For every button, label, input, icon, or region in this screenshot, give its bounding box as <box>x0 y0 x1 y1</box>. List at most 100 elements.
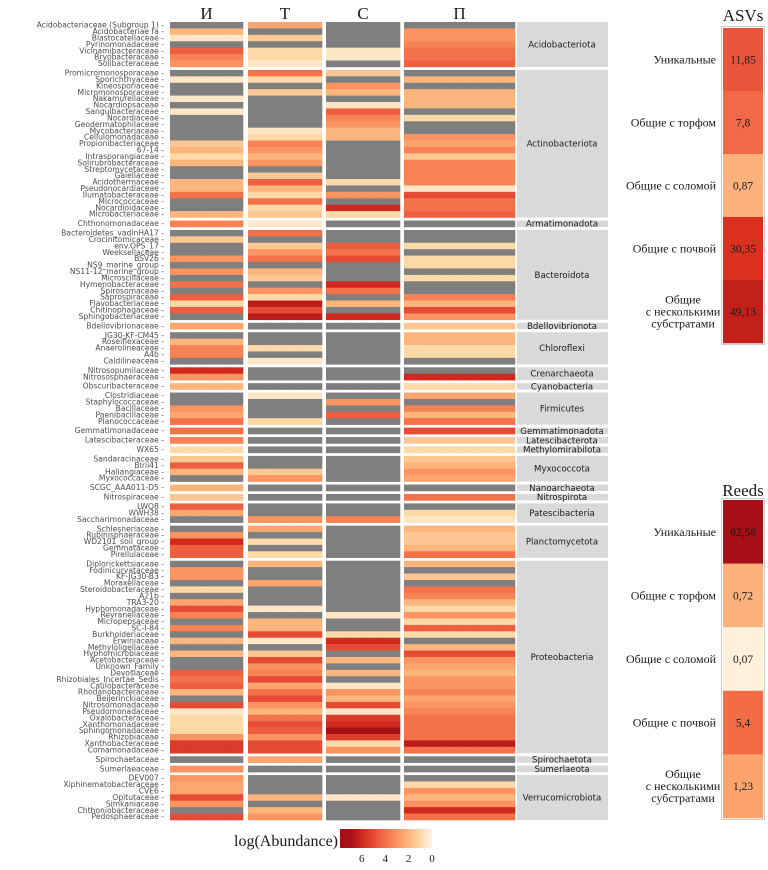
heatmap-cell <box>496 185 516 193</box>
heatmap-cell <box>441 551 460 559</box>
heatmap-cell <box>266 108 286 116</box>
heatmap-cell <box>381 198 401 205</box>
heatmap-cell <box>170 47 189 55</box>
heatmap-cell <box>326 475 345 482</box>
heatmap-cell <box>170 462 189 470</box>
heatmap-cell <box>170 669 189 677</box>
heatmap-cell <box>224 179 244 186</box>
heatmap-cell <box>441 532 460 539</box>
heatmap-cell <box>285 198 304 205</box>
heatmap-cell <box>363 294 382 301</box>
heatmap-cell <box>441 727 460 735</box>
heatmap-cell <box>224 599 244 606</box>
row-label: Myxococcaceae - <box>99 474 164 483</box>
heatmap-cell <box>303 398 323 406</box>
heatmap-cell <box>441 586 460 594</box>
heatmap-cell <box>496 95 516 103</box>
heatmap-cell <box>303 351 323 359</box>
heatmap-cell <box>496 656 516 664</box>
heatmap-cell <box>478 373 497 381</box>
heatmap-cell <box>478 102 497 109</box>
heatmap-cell <box>326 765 345 773</box>
heatmap-cell <box>206 313 226 321</box>
heatmap-cell <box>363 727 382 735</box>
heatmap-cell <box>206 268 226 276</box>
phylum-label: Firmicutes <box>540 405 585 415</box>
heatmap-cell <box>326 294 345 301</box>
heatmap-cell <box>363 592 382 600</box>
heatmap-cell <box>206 28 226 36</box>
heatmap-cell <box>344 733 364 741</box>
heatmap-cell <box>496 281 516 288</box>
heatmap-cell <box>285 740 304 748</box>
heatmap-cell <box>381 644 401 651</box>
heatmap-cell <box>422 300 442 308</box>
heatmap-cell <box>404 179 423 186</box>
heatmap-cell <box>248 229 267 237</box>
heatmap-cell <box>363 89 382 96</box>
heatmap-cell <box>326 733 345 741</box>
heatmap-cell <box>459 82 479 90</box>
heatmap-cell <box>248 644 267 651</box>
heatmap-cell <box>478 108 497 116</box>
heatmap-cell <box>170 525 189 533</box>
row-label: Sumerlaeaceae - <box>100 764 164 773</box>
heatmap-cell <box>170 22 189 29</box>
heatmap-cell <box>285 781 304 789</box>
heatmap-cell <box>224 114 244 122</box>
heatmap-cell <box>441 134 460 141</box>
heatmap-cell <box>303 140 323 148</box>
heatmap-cell <box>363 332 382 339</box>
heatmap-cell <box>441 599 460 606</box>
heatmap-cell <box>326 714 345 722</box>
heatmap-cell <box>496 89 516 96</box>
heatmap-cell <box>363 204 382 212</box>
heatmap-cell <box>224 411 244 419</box>
heatmap-cell <box>248 172 267 180</box>
heatmap-cell <box>404 127 423 135</box>
heatmap-cell <box>404 153 423 161</box>
heatmap-cell <box>478 76 497 84</box>
heatmap-cell <box>441 229 460 237</box>
heatmap-cell <box>303 54 323 61</box>
heatmap-cell <box>381 268 401 276</box>
heatmap-cell <box>422 586 442 594</box>
heatmap-cell <box>422 47 442 55</box>
heatmap-cell <box>188 624 207 632</box>
heatmap-cell <box>496 544 516 552</box>
heatmap-cell <box>326 612 345 619</box>
heatmap-cell <box>478 41 497 48</box>
heatmap-cell <box>496 579 516 587</box>
heatmap-cell <box>188 411 207 419</box>
heatmap-cell <box>496 733 516 741</box>
heatmap-cell <box>441 47 460 55</box>
heatmap-cell <box>441 701 460 709</box>
heatmap-cell <box>206 373 226 381</box>
heatmap-cell <box>404 41 423 48</box>
heatmap-cell <box>441 509 460 517</box>
heatmap-cell <box>496 268 516 276</box>
heatmap-cell <box>303 418 323 425</box>
heatmap-cell <box>326 47 345 55</box>
heatmap-cell <box>248 242 267 250</box>
heatmap-cell <box>266 618 286 626</box>
heatmap-cell <box>266 351 286 359</box>
heatmap-cell <box>188 781 207 789</box>
heatmap-cell <box>266 140 286 148</box>
heatmap-cell <box>363 211 382 218</box>
heatmap-cell <box>326 281 345 288</box>
heatmap-cell <box>206 140 226 148</box>
heatmap-cell <box>381 281 401 288</box>
heatmap-cell <box>404 644 423 651</box>
side-panel-title: ASVs <box>723 6 764 25</box>
side-panel-label: Общие с торфом <box>631 588 717 602</box>
heatmap-cell <box>496 172 516 180</box>
row-label: Micromonosporaceae - <box>78 88 165 97</box>
row-label: Sandaracinaceae - <box>93 454 164 463</box>
heatmap-cell <box>206 586 226 594</box>
heatmap-cell <box>285 204 304 212</box>
heatmap-cell <box>344 794 364 802</box>
heatmap-cell <box>224 573 244 581</box>
heatmap-cell <box>404 300 423 308</box>
heatmap-cell <box>326 462 345 470</box>
